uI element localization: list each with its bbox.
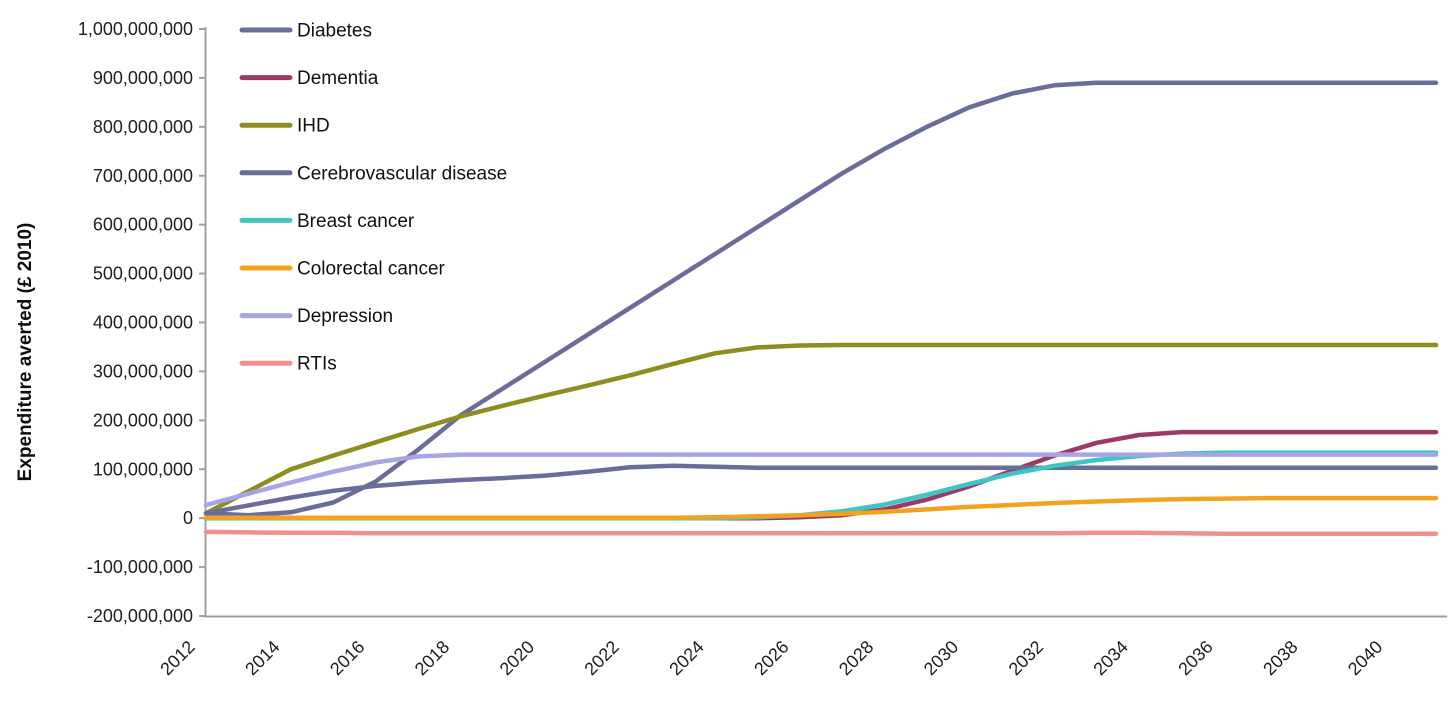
x-tick-label: 2032	[1005, 637, 1047, 679]
y-tick-label: -200,000,000	[87, 606, 193, 626]
series-line-depression	[203, 452, 1439, 508]
y-axis-title: Expenditure averted (£ 2010)	[15, 223, 36, 482]
x-tick-label: 2038	[1259, 637, 1301, 679]
series-line-ihd	[203, 342, 1439, 516]
x-tick-label: 2014	[241, 637, 283, 679]
legend-label-depression: Depression	[297, 306, 393, 327]
y-tick-label: 600,000,000	[93, 215, 193, 235]
y-tick-label: 1,000,000,000	[78, 19, 193, 39]
y-tick-label: 900,000,000	[93, 68, 193, 88]
x-tick-label: 2018	[411, 637, 453, 679]
series-line-colorectal-cancer	[203, 495, 1439, 520]
x-tick-label: 2012	[156, 637, 198, 679]
series-line-dementia	[203, 429, 1439, 521]
x-tick-label: 2034	[1089, 637, 1131, 679]
x-tick-label: 2020	[496, 637, 538, 679]
y-tick-label: 400,000,000	[93, 313, 193, 333]
legend-label-breast-cancer: Breast cancer	[297, 211, 415, 232]
legend-label-rtis: RTIs	[297, 354, 337, 375]
y-tick-label: 0	[183, 508, 193, 528]
x-tick-label: 2036	[1174, 637, 1216, 679]
x-tick-label: 2040	[1344, 637, 1386, 679]
x-tick-label: 2016	[326, 637, 368, 679]
legend-label-dementia: Dementia	[297, 68, 379, 89]
x-tick-label: 2022	[580, 637, 622, 679]
y-tick-label: 200,000,000	[93, 410, 193, 430]
legend-label-cerebrovascular-disease: Cerebrovascular disease	[297, 163, 507, 184]
x-tick-label: 2028	[835, 637, 877, 679]
y-tick-label: 300,000,000	[93, 361, 193, 381]
legend-label-colorectal-cancer: Colorectal cancer	[297, 259, 446, 280]
legend-label-diabetes: Diabetes	[297, 21, 372, 42]
x-tick-label: 2026	[750, 637, 792, 679]
series-line-cerebrovascular-disease	[203, 463, 1439, 516]
y-tick-label: 100,000,000	[93, 459, 193, 479]
y-tick-label: 700,000,000	[93, 166, 193, 186]
x-tick-label: 2030	[920, 637, 962, 679]
y-tick-label: 500,000,000	[93, 264, 193, 284]
legend-label-ihd: IHD	[297, 116, 330, 137]
series-line-diabetes	[203, 80, 1439, 518]
y-tick-label: -100,000,000	[87, 557, 193, 577]
x-tick-label: 2024	[665, 637, 707, 679]
series-line-rtis	[203, 529, 1439, 537]
y-tick-label: 800,000,000	[93, 117, 193, 137]
